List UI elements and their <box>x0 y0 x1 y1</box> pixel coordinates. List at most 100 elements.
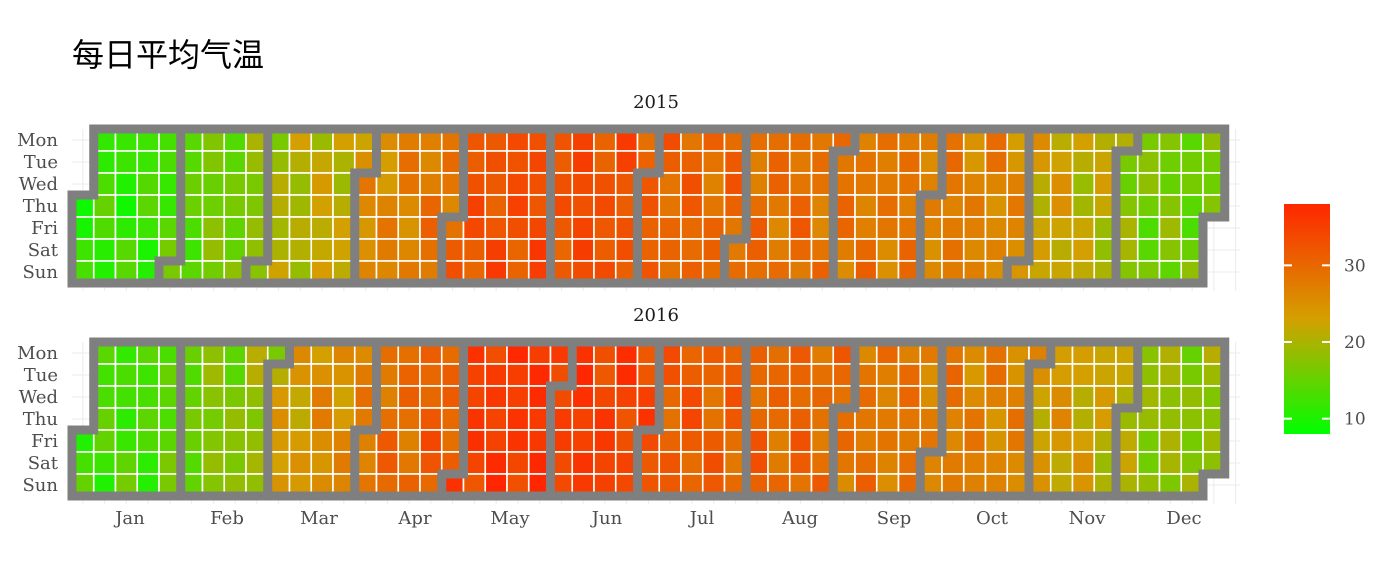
day-cell <box>114 407 139 431</box>
month-boundary <box>437 337 468 501</box>
day-cell <box>962 429 987 453</box>
day-cell <box>223 194 247 218</box>
weekday-label: Sun <box>22 262 58 283</box>
day-cell <box>571 238 595 262</box>
day-cell <box>701 194 726 218</box>
month-boundary <box>1111 337 1143 501</box>
day-cell <box>484 194 508 218</box>
day-cell <box>1049 429 1074 453</box>
day-cell <box>593 363 617 387</box>
day-cell <box>397 451 421 475</box>
day-cell <box>419 172 443 196</box>
day-cell <box>658 451 682 475</box>
day-cell <box>701 150 726 174</box>
day-cell <box>767 194 791 218</box>
day-cell <box>136 150 160 174</box>
day-cell <box>875 172 900 196</box>
day-cell <box>767 238 791 262</box>
day-cell <box>506 194 530 218</box>
year-outline <box>67 124 1230 288</box>
day-cell <box>571 451 595 475</box>
weekday-label: Sun <box>22 475 58 496</box>
day-cell <box>854 194 878 218</box>
day-cell <box>593 172 617 196</box>
day-cell <box>1071 385 1096 409</box>
month-boundary <box>720 124 751 288</box>
day-cell <box>1071 363 1096 387</box>
facet-label: 2015 <box>633 92 679 113</box>
day-cell <box>288 238 313 262</box>
weekday-label: Sat <box>28 453 59 474</box>
weekday-label: Mon <box>17 130 58 151</box>
day-cell <box>310 238 334 262</box>
weekday-label: Fri <box>31 431 58 452</box>
day-cell <box>658 194 682 218</box>
month-boundary <box>241 124 273 288</box>
day-cell <box>984 407 1009 431</box>
day-cell <box>288 216 313 240</box>
day-cell <box>701 451 726 475</box>
weekday-label: Sat <box>28 240 59 261</box>
day-cell <box>1071 194 1096 218</box>
day-cell <box>1180 429 1204 453</box>
legend-tick-label: 10 <box>1344 410 1366 430</box>
day-cell <box>962 238 987 262</box>
day-cell <box>136 429 160 453</box>
day-cell <box>593 429 617 453</box>
day-cell <box>484 429 508 453</box>
weekday-label: Fri <box>31 218 58 239</box>
day-cell <box>201 429 226 453</box>
day-cell <box>288 451 313 475</box>
day-cell <box>788 385 813 409</box>
month-boundary <box>1024 337 1056 501</box>
day-cell <box>310 216 334 240</box>
day-cell <box>92 451 117 475</box>
day-cell <box>767 407 791 431</box>
month-label: Jul <box>688 508 715 529</box>
day-cell <box>332 385 356 409</box>
day-cell <box>484 150 508 174</box>
day-cell <box>1158 363 1183 387</box>
day-cell <box>680 194 704 218</box>
panels: 2015MonTueWedThuFriSatSun2016MonTueWedTh… <box>17 92 1240 504</box>
day-cell <box>1158 429 1183 453</box>
month-boundary <box>1111 124 1143 288</box>
day-cell <box>962 194 987 218</box>
day-cell <box>419 150 443 174</box>
day-cell <box>788 150 813 174</box>
day-cell <box>701 363 726 387</box>
day-cell <box>571 194 595 218</box>
day-cell <box>593 451 617 475</box>
month-boundary <box>1002 124 1034 288</box>
day-cell <box>854 429 878 453</box>
day-cell <box>419 363 443 387</box>
day-cell <box>984 385 1009 409</box>
day-cell <box>114 363 139 387</box>
day-cell <box>788 363 813 387</box>
day-cell <box>1071 429 1096 453</box>
day-cell <box>201 150 226 174</box>
day-cell <box>962 385 987 409</box>
month-boundary <box>828 337 860 501</box>
day-cell <box>506 429 530 453</box>
day-cell <box>201 407 226 431</box>
day-cell <box>484 407 508 431</box>
day-cell <box>854 238 878 262</box>
day-cell <box>788 172 813 196</box>
day-cell <box>1158 407 1183 431</box>
month-boundary <box>154 124 186 288</box>
day-cell <box>788 429 813 453</box>
day-cell <box>375 451 400 475</box>
day-cell <box>680 451 704 475</box>
day-cell <box>201 238 226 262</box>
facet-label: 2016 <box>633 305 679 326</box>
legend-tick-label: 30 <box>1344 256 1366 276</box>
day-cell <box>288 407 313 431</box>
day-cell <box>701 172 726 196</box>
day-cell <box>397 150 421 174</box>
day-cell <box>1180 407 1204 431</box>
weekday-label: Wed <box>19 174 58 195</box>
month-label: Nov <box>1069 508 1107 529</box>
